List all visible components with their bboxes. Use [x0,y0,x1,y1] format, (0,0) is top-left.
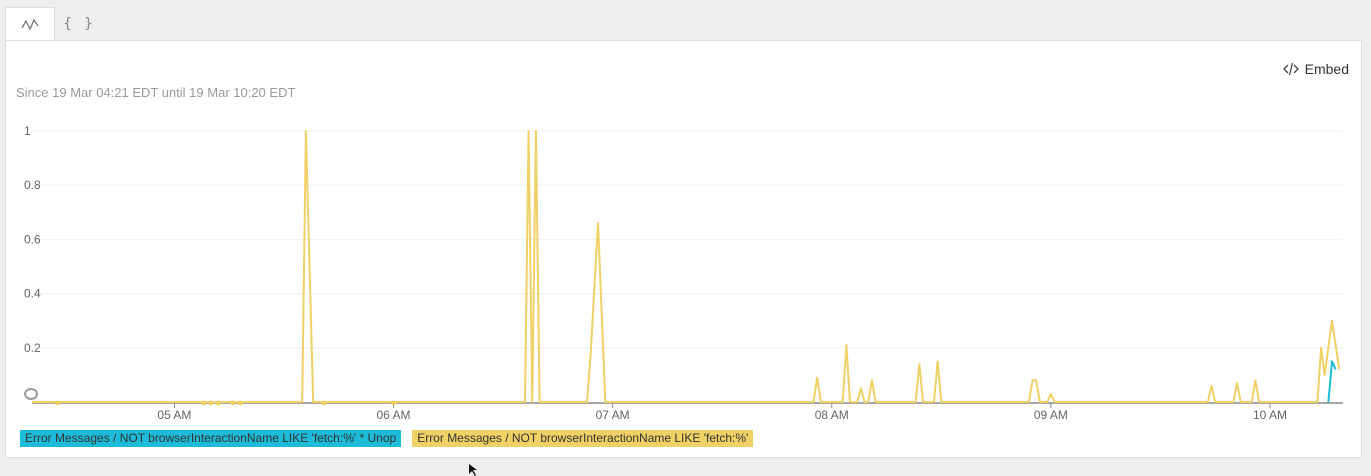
x-tick-label: 07 AM [596,408,630,422]
tab-bar: { } [5,7,103,41]
y-tick-label: 0.6 [24,232,41,246]
chart-panel: Embed Since 19 Mar 04:21 EDT until 19 Ma… [5,40,1362,458]
y-tick-label: 0.8 [24,178,41,192]
tab-json-label: { } [63,15,95,32]
x-tick-label: 06 AM [377,408,411,422]
series-line-unop [1327,360,1337,403]
embed-label: Embed [1304,61,1349,77]
series-line-fetch [32,130,1341,403]
series-start-marker [24,388,38,400]
chart-legend: Error Messages / NOT browserInteractionN… [20,430,754,447]
y-tick-label: 0.2 [24,341,41,355]
y-tick-label: 1 [24,124,31,138]
x-tick-label: 09 AM [1034,408,1068,422]
time-range: Since 19 Mar 04:21 EDT until 19 Mar 10:2… [16,85,296,100]
x-tick-label: 05 AM [157,408,191,422]
legend-item-unop[interactable]: Error Messages / NOT browserInteractionN… [20,430,402,447]
embed-button[interactable]: Embed [1282,61,1349,77]
tab-chart[interactable] [5,7,55,41]
legend-item-fetch[interactable]: Error Messages / NOT browserInteractionN… [412,430,754,447]
y-tick-label: 0.4 [24,287,41,301]
tab-json[interactable]: { } [55,7,103,40]
line-chart-icon [21,18,39,31]
line-chart: 1 0.8 0.6 0.4 0.2 05 AM 06 AM 07 AM 08 AM 09 AM 10… [24,124,1343,422]
x-tick-label: 08 AM [815,408,849,422]
x-tick-label: 10 AM [1253,408,1287,422]
code-icon [1282,62,1299,76]
mouse-cursor-icon [469,464,477,476]
